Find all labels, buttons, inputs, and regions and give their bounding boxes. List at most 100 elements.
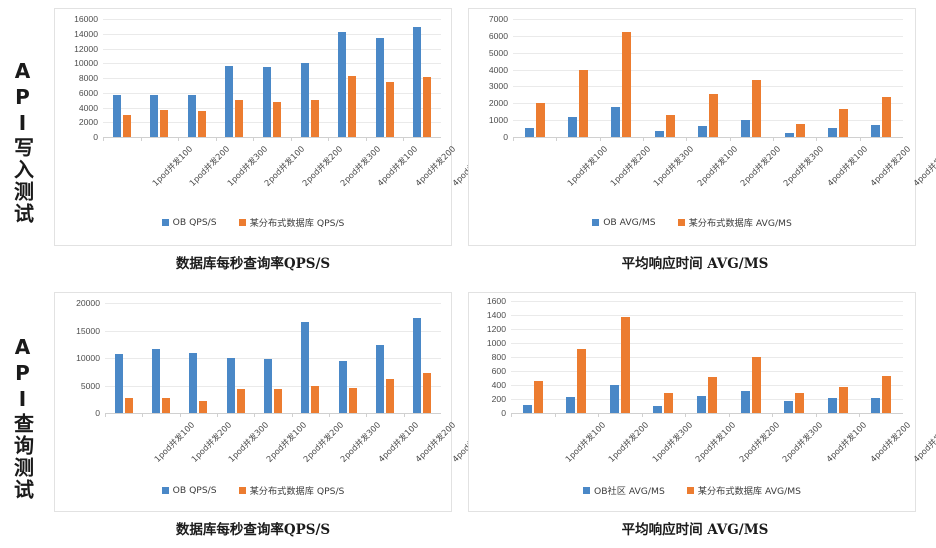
legend-item[interactable]: OB QPS/S [161,217,217,228]
bar[interactable] [609,385,619,413]
bar-group[interactable] [511,301,555,413]
bar-group[interactable] [513,19,556,137]
bar[interactable] [263,359,272,413]
bar[interactable] [620,317,630,413]
bar[interactable] [262,66,271,137]
bar-group[interactable] [292,303,329,413]
bar-group[interactable] [142,303,179,413]
bar[interactable] [566,396,576,413]
chart-query-avg[interactable]: 0 200 400 600 800 1000 1200 1400 1600 1pod并发100 1p… [468,292,936,512]
bar[interactable] [578,69,588,137]
bar[interactable] [150,95,159,137]
bar[interactable] [310,100,319,137]
bar-group[interactable] [600,19,643,137]
bar-group[interactable] [217,303,254,413]
bar[interactable] [522,405,532,413]
legend-item[interactable]: 某分布式数据库 AVG/MS [686,483,801,497]
bar[interactable] [124,398,133,413]
bar-group[interactable] [859,301,903,413]
bar[interactable] [654,131,664,137]
chart-write-avg[interactable]: 0 1000 2000 3000 4000 5000 6000 7000 1pod并发100 1p… [468,8,936,246]
bar[interactable] [784,133,794,137]
bar[interactable] [664,393,674,413]
bar-group[interactable] [254,303,291,413]
bar-group[interactable] [816,19,859,137]
bar[interactable] [301,321,310,413]
bar-group[interactable] [105,303,142,413]
bar[interactable] [697,125,707,137]
bar[interactable] [622,32,632,137]
bar[interactable] [752,80,762,137]
bar[interactable] [235,99,244,137]
bar-group[interactable] [328,19,366,137]
bar[interactable] [189,352,198,413]
bar-group[interactable] [555,301,599,413]
bar-group[interactable] [403,19,441,137]
bar[interactable] [413,26,422,137]
bar-group[interactable] [404,303,441,413]
bar-group[interactable] [141,19,179,137]
bar[interactable] [611,106,621,137]
bar[interactable] [187,95,196,137]
bar[interactable] [413,317,422,413]
bar[interactable] [199,401,208,413]
bar[interactable] [795,124,805,137]
bar[interactable] [838,109,848,137]
bar-group[interactable] [366,19,404,137]
bar[interactable] [423,76,432,137]
bar[interactable] [524,127,534,137]
bar[interactable] [838,387,848,413]
bar[interactable] [827,398,837,413]
bar-group[interactable] [729,301,773,413]
bar-group[interactable] [329,303,366,413]
bar[interactable] [161,397,170,413]
bar[interactable] [707,376,717,413]
bar[interactable] [311,385,320,413]
bar-group[interactable] [598,301,642,413]
bar-group[interactable] [816,301,860,413]
bar[interactable] [197,111,206,137]
bar[interactable] [338,31,347,137]
bar[interactable] [784,401,794,413]
bar-group[interactable] [860,19,903,137]
bar-group[interactable] [685,301,729,413]
bar[interactable] [795,393,805,413]
chart-write-qps[interactable]: 0 2000 4000 6000 8000 10000 12000 14000 16000 1po… [54,8,495,246]
legend-item[interactable]: 某分布式数据库 AVG/MS [677,215,792,229]
bar[interactable] [696,395,706,413]
bar[interactable] [871,397,881,413]
bar[interactable] [653,405,663,413]
bar[interactable] [114,353,123,413]
legend-item[interactable]: 某分布式数据库 QPS/S [238,483,344,497]
bar-group[interactable] [291,19,329,137]
bar[interactable] [348,387,357,413]
bar[interactable] [385,378,394,413]
bar[interactable] [272,101,281,137]
bar[interactable] [577,349,587,413]
bar-group[interactable] [556,19,599,137]
bar[interactable] [567,117,577,137]
bar-group[interactable] [178,19,216,137]
bar[interactable] [348,75,357,137]
bar-group[interactable] [253,19,291,137]
bar[interactable] [226,358,235,413]
bar-group[interactable] [686,19,729,137]
bar-group[interactable] [772,301,816,413]
bar-group[interactable] [642,301,686,413]
bar[interactable] [882,96,892,137]
bar-group[interactable] [643,19,686,137]
bar[interactable] [708,93,718,137]
bar[interactable] [112,95,121,137]
bar[interactable] [533,381,543,413]
bar[interactable] [535,102,545,137]
bar[interactable] [740,391,750,413]
bar[interactable] [160,109,169,137]
legend-item[interactable]: OB社区 AVG/MS [583,483,665,497]
bar[interactable] [151,349,160,413]
bar[interactable] [665,115,675,137]
bar[interactable] [300,62,309,137]
bar[interactable] [423,372,432,413]
bar[interactable] [882,375,892,413]
legend-item[interactable]: 某分布式数据库 QPS/S [238,215,344,229]
bar[interactable] [827,127,837,137]
